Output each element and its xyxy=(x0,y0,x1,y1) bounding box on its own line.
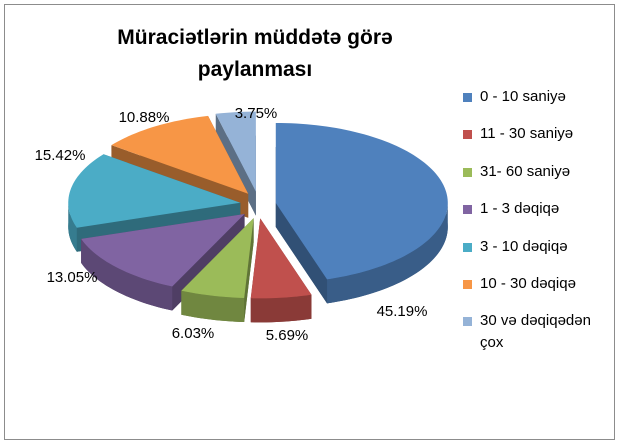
legend-label: 30 və dəqiqədən çox xyxy=(480,312,591,352)
legend-label: 0 - 10 saniyə xyxy=(480,88,566,105)
slice-outer-wall xyxy=(327,202,448,304)
slice xyxy=(250,218,312,299)
slice xyxy=(111,115,249,194)
legend-swatch xyxy=(463,317,472,327)
slice xyxy=(181,218,254,298)
data-label: 15.42% xyxy=(35,147,86,164)
chart-title: Müraciətlərin müddətə görə paylanması xyxy=(117,26,393,81)
data-label: 13.05% xyxy=(47,269,98,286)
legend-label: 3 - 10 dəqiqə xyxy=(480,237,568,255)
legend-label: 31- 60 saniyə xyxy=(480,162,571,180)
data-label: 5.69% xyxy=(266,327,309,344)
legend-swatch xyxy=(463,93,472,102)
legend-label: 11 - 30 saniyə xyxy=(480,125,574,143)
legend-swatch xyxy=(463,130,472,140)
slice-outer-wall xyxy=(181,290,245,322)
data-label: 10.88% xyxy=(119,109,170,126)
slice xyxy=(68,154,241,228)
legend-swatch xyxy=(463,205,472,215)
slice-outer-wall xyxy=(81,238,173,311)
legend-label: 10 - 30 dəqiqə xyxy=(480,275,576,292)
legend-swatch xyxy=(463,242,472,252)
slice-radial-wall xyxy=(275,202,328,304)
legend-swatch xyxy=(463,280,472,289)
slice-outer-wall xyxy=(250,294,312,323)
data-label: 3.75% xyxy=(235,105,278,122)
data-label: 6.03% xyxy=(172,325,215,342)
slice xyxy=(275,122,448,280)
data-label: 45.19% xyxy=(377,303,428,320)
legend-label: 1 - 3 dəqiqə xyxy=(480,200,560,218)
slice xyxy=(81,213,245,287)
slice xyxy=(215,111,256,192)
slice-outer-wall xyxy=(68,202,77,252)
legend-swatch xyxy=(463,167,472,177)
chart-frame xyxy=(4,4,615,440)
